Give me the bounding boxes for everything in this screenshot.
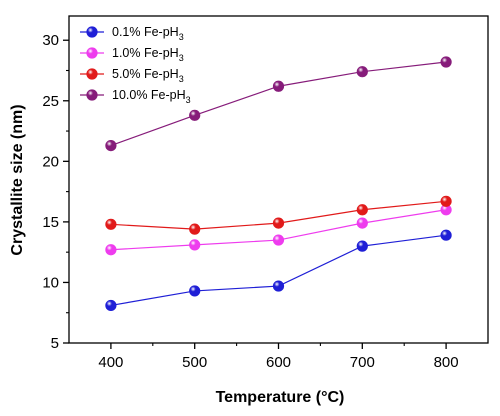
y-tick-label: 10 (42, 274, 59, 291)
data-point (272, 80, 285, 92)
data-point (272, 280, 285, 292)
data-point (189, 285, 201, 297)
legend-item: 5.0% Fe-pH3 (80, 67, 184, 84)
legend-item: 1.0% Fe-pH3 (80, 46, 184, 63)
series-3 (105, 195, 452, 235)
series-1 (105, 229, 452, 312)
data-point (356, 66, 368, 78)
data-point (356, 240, 368, 252)
plot-frame (68, 15, 489, 344)
axes: 400 500 600 700 800 5 10 15 20 25 30 (42, 32, 458, 371)
y-tick-label: 20 (42, 153, 59, 170)
data-point (105, 139, 117, 152)
x-tick-label: 600 (266, 354, 291, 371)
data-point (105, 218, 117, 230)
series-4 (105, 56, 452, 152)
legend-marker (86, 47, 98, 59)
y-tick-label: 30 (42, 32, 59, 49)
data-point (440, 56, 452, 68)
x-tick-label: 400 (98, 354, 123, 371)
data-point (189, 223, 201, 235)
x-tick-label: 500 (182, 354, 207, 371)
x-axis-title: Temperature (°C) (216, 389, 345, 406)
legend-label: 0.1% Fe-pH3 (112, 25, 184, 42)
series-line (110, 234, 447, 307)
legend-label: 5.0% Fe-pH3 (112, 67, 184, 84)
data-point (356, 204, 368, 216)
legend-label: 10.0% Fe-pH3 (112, 88, 191, 105)
x-tick-label: 700 (350, 354, 375, 371)
y-axis-title: Crystallite size (nm) (9, 104, 26, 255)
data-point (272, 234, 285, 246)
x-tick-label: 800 (434, 354, 459, 371)
data-point (272, 217, 285, 229)
data-point (189, 109, 201, 121)
legend: 0.1% Fe-pH3 1.0% Fe-pH3 5.0% Fe-pH3 10.0% F… (80, 25, 191, 105)
series-layer (105, 56, 452, 312)
series-2 (105, 204, 452, 256)
data-point (440, 195, 452, 207)
legend-label: 1.0% Fe-pH3 (112, 46, 184, 63)
legend-marker (86, 26, 98, 38)
data-point (105, 299, 117, 312)
legend-item: 0.1% Fe-pH3 (80, 25, 184, 42)
legend-marker (86, 89, 98, 101)
data-point (189, 239, 201, 251)
y-tick-label: 5 (51, 335, 59, 352)
data-point (105, 244, 117, 256)
data-point (440, 229, 452, 241)
y-tick-label: 15 (42, 214, 59, 231)
data-point (356, 217, 368, 229)
y-tick-label: 25 (42, 93, 59, 110)
legend-item: 10.0% Fe-pH3 (80, 88, 191, 105)
legend-marker (86, 68, 98, 80)
